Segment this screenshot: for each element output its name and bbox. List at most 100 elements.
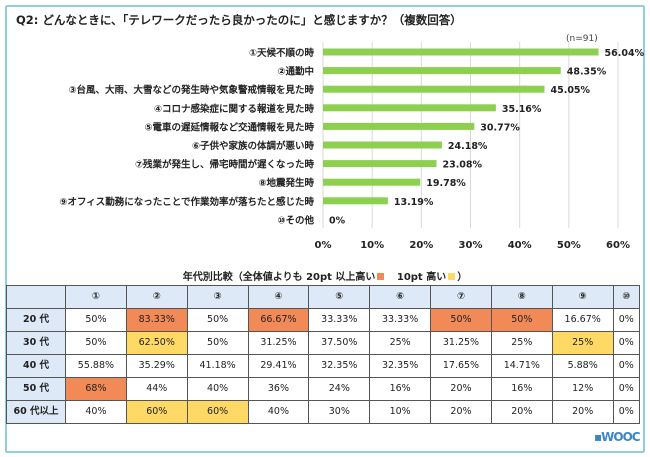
- bar-chart: 0% 10% 20% 30% 40% 50% 60% ①天候不順の時 56.04% ②通勤中 48.…: [59, 42, 645, 251]
- table-cell: 12%: [551, 377, 614, 401]
- table-cell: 68%: [65, 377, 127, 401]
- frame: [5, 5, 645, 453]
- x-tick-label: 50%: [557, 240, 581, 251]
- table-cell: 16%: [490, 377, 553, 401]
- x-tick-label: 10%: [360, 240, 384, 251]
- x-tick-label: 20%: [409, 240, 433, 251]
- table-cell: 60%: [125, 400, 188, 424]
- table-cell: 20%: [430, 377, 492, 401]
- caption-20pt: 年代別比較（全体値よりも 20pt 以上高い: [182, 272, 376, 283]
- category-label: ⑥子供や家族の体調が悪い時: [192, 140, 315, 152]
- table-cell: 0%: [612, 331, 641, 355]
- table-cell: 25%: [490, 331, 553, 355]
- table-cell: 0%: [612, 377, 641, 401]
- table-cell: 50%: [65, 308, 127, 332]
- table-row: 60 代以上 40% 60% 60% 40% 30% 10% 20% 20% 20% 0%: [6, 400, 641, 424]
- x-tick-label: 0%: [315, 240, 332, 251]
- row-header: 40 代: [6, 354, 66, 378]
- caption-10pt: 10pt 高い: [396, 272, 447, 283]
- column-header: ②: [125, 285, 188, 309]
- category-label: ⑦残業が発生し、帰宅時間が遅くなった時: [135, 159, 315, 171]
- table-cell: 35.29%: [125, 354, 188, 378]
- table-cell: 17.65%: [430, 354, 492, 378]
- table-cell: 31.25%: [247, 331, 310, 355]
- table-cell: 33.33%: [369, 308, 432, 332]
- table-cell: 29.41%: [247, 354, 310, 378]
- column-header: ⑩: [612, 285, 641, 309]
- table-cell: 66.67%: [247, 308, 310, 332]
- table-cell: 41.18%: [186, 354, 249, 378]
- category-label: ③台風、大雨、大雪などの発生時や気象警戒情報を見た時: [68, 84, 314, 96]
- bar: [323, 122, 475, 130]
- data-label: 23.08%: [442, 160, 482, 171]
- row-header: 20 代: [6, 308, 66, 332]
- column-header: ⑦: [430, 285, 492, 309]
- table-row: 40 代 55.88% 35.29% 41.18% 29.41% 32.35% 32.35%…: [6, 354, 641, 378]
- table-cell: 83.33%: [125, 308, 188, 332]
- table-cell: 24%: [308, 377, 371, 401]
- table-cell: 16.67%: [551, 308, 614, 332]
- x-tick-label: 60%: [606, 240, 630, 251]
- data-label: 19.78%: [426, 178, 466, 189]
- category-label: ④コロナ感染症に関する報道を見た時: [154, 103, 315, 115]
- category-label: ①天候不順の時: [249, 47, 315, 59]
- bar: [323, 160, 437, 168]
- data-label: 48.35%: [567, 67, 607, 78]
- table-cell: 50%: [186, 308, 249, 332]
- table-cell: 30%: [308, 400, 371, 424]
- table-cell: 14.71%: [490, 354, 553, 378]
- table-cell: 36%: [247, 377, 310, 401]
- category-label: ②通勤中: [277, 66, 314, 78]
- corner-cell: [6, 285, 66, 309]
- row-header: 50 代: [6, 377, 66, 401]
- column-header: ⑨: [551, 285, 614, 309]
- table-cell: 40%: [186, 377, 249, 401]
- table-cell: 31.25%: [430, 331, 492, 355]
- table-cell: 20%: [490, 400, 553, 424]
- table-cell: 20%: [551, 400, 614, 424]
- table-cell: 40%: [247, 400, 310, 424]
- table-cell: 50%: [490, 308, 553, 332]
- age-comparison-table: ① ② ③ ④ ⑤ ⑥ ⑦ ⑧ ⑨ ⑩ 20 代 50% 83.33% 50% 66.67% 33.33% 33…: [6, 285, 641, 424]
- column-header: ①: [65, 285, 127, 309]
- row-header: 60 代以上: [6, 400, 66, 424]
- caption-end: ）: [457, 272, 468, 283]
- table-cell: 25%: [369, 331, 432, 355]
- table-caption: 年代別比較（全体値よりも 20pt 以上高い 10pt 高い ）: [0, 268, 650, 283]
- bar: [323, 67, 561, 75]
- table-cell: 32.35%: [308, 354, 371, 378]
- data-label: 24.18%: [448, 141, 488, 152]
- row-header: 30 代: [6, 331, 66, 355]
- table-cell: 50%: [65, 331, 127, 355]
- table-row: 50 代 68% 44% 40% 36% 24% 16% 20% 16% 12% 0%: [6, 377, 641, 401]
- table-cell: 60%: [186, 400, 249, 424]
- table-cell: 0%: [612, 400, 641, 424]
- data-label: 35.16%: [502, 104, 542, 115]
- bar: [323, 85, 545, 93]
- bar: [323, 104, 496, 112]
- table-cell: 55.88%: [65, 354, 127, 378]
- table-cell: 40%: [65, 400, 127, 424]
- wooc-logo: ▪︎WOOC: [594, 430, 641, 444]
- bar: [323, 141, 442, 149]
- table-cell: 33.33%: [308, 308, 371, 332]
- table-cell: 16%: [369, 377, 432, 401]
- column-header: ⑤: [308, 285, 371, 309]
- table-cell: 20%: [430, 400, 492, 424]
- column-header: ④: [247, 285, 310, 309]
- table-cell: 50%: [430, 308, 492, 332]
- table-row: 30 代 50% 62.50% 50% 31.25% 37.50% 25% 31.25% 25%…: [6, 331, 641, 355]
- table-row: 20 代 50% 83.33% 50% 66.67% 33.33% 33.33% 50% 50%…: [6, 308, 641, 332]
- data-label: 45.05%: [550, 85, 590, 96]
- data-label: 0%: [329, 215, 346, 226]
- table-cell: 50%: [186, 331, 249, 355]
- column-header: ⑥: [369, 285, 432, 309]
- table-cell: 32.35%: [369, 354, 432, 378]
- table-cell: 0%: [612, 308, 641, 332]
- chart-title: Q2: どんなときに、「テレワークだったら良かったのに」と感じますか？（複数回答…: [16, 13, 462, 27]
- table-cell: 10%: [369, 400, 432, 424]
- category-label: ⑧地震発生時: [258, 177, 314, 189]
- column-header: ⑧: [490, 285, 553, 309]
